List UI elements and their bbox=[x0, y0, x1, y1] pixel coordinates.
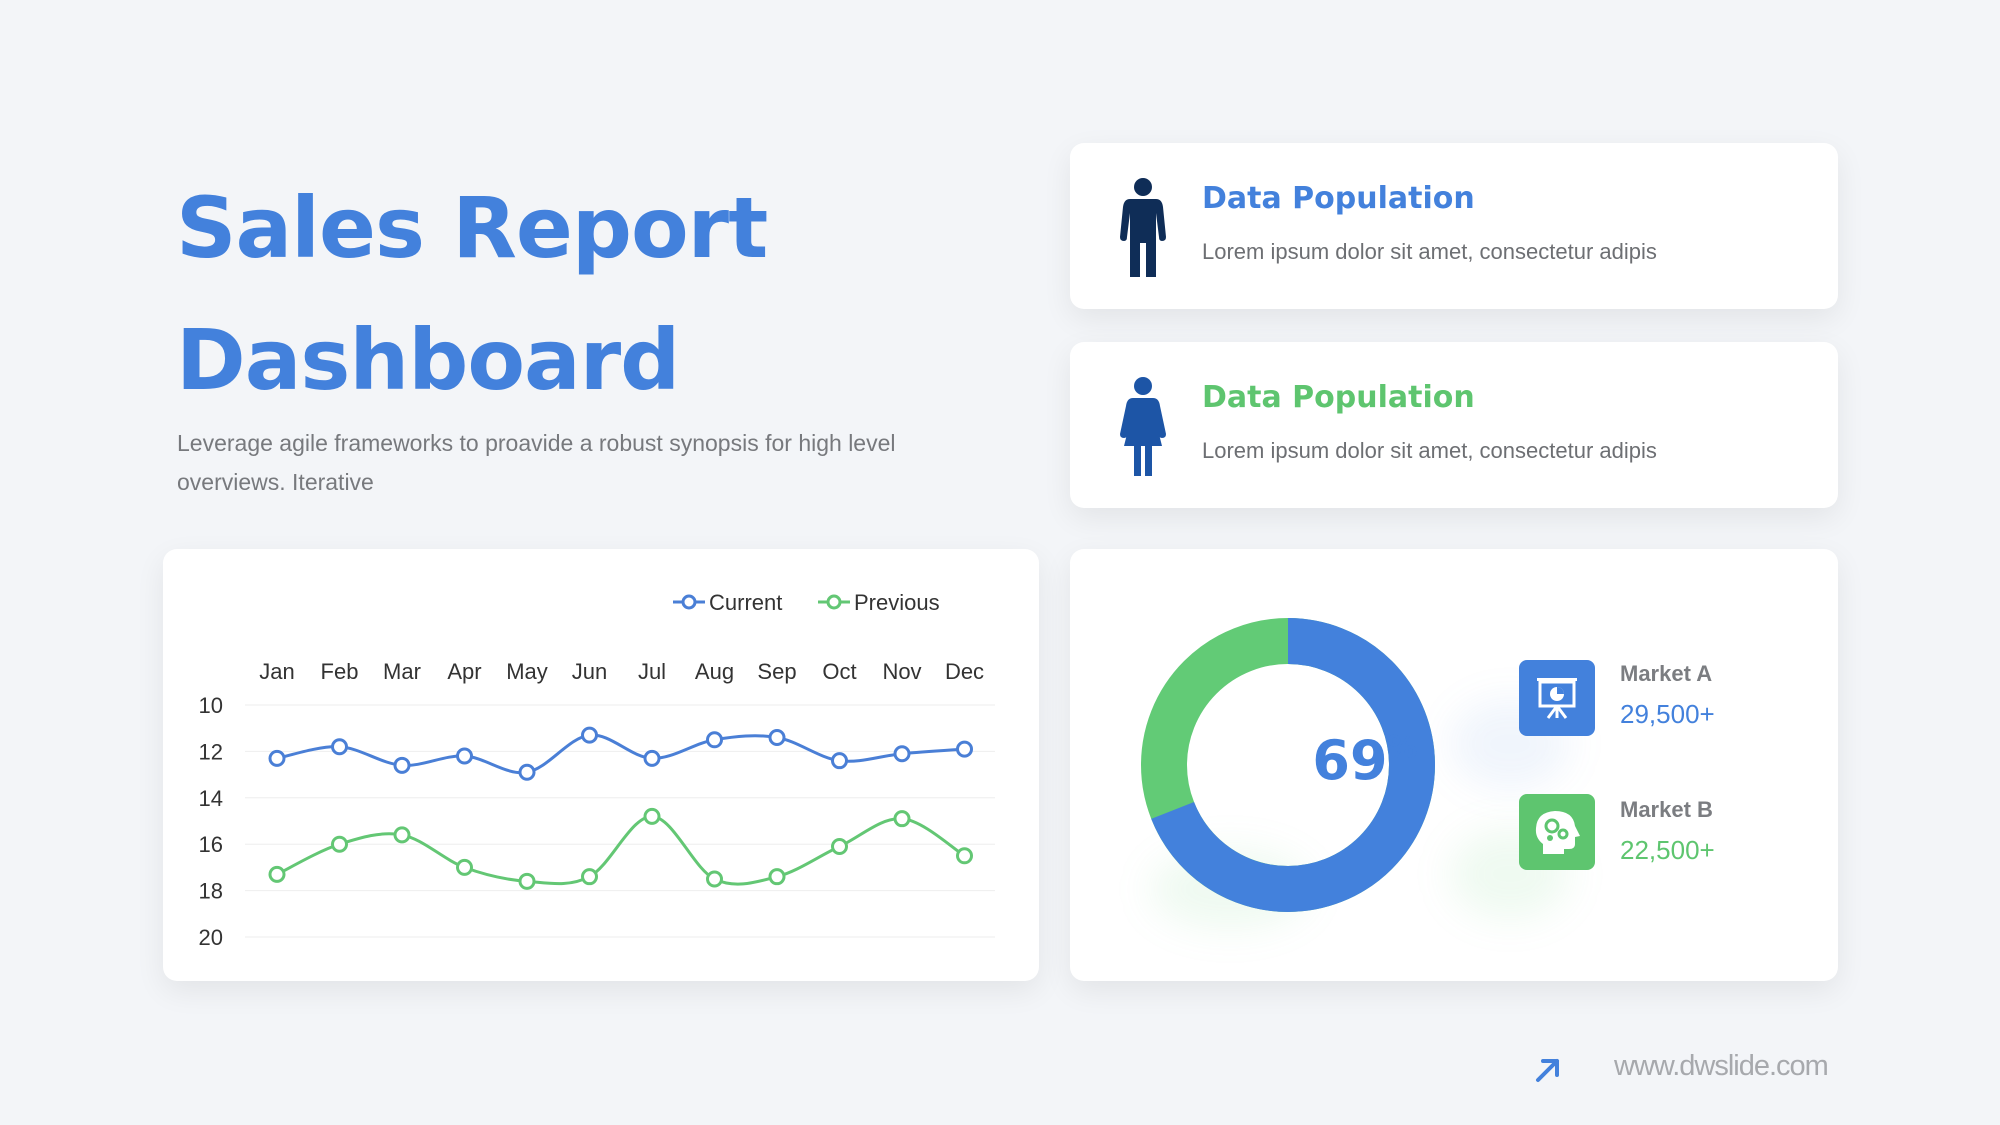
data-point bbox=[893, 745, 911, 763]
donut-percent-symbol: % bbox=[1387, 730, 1418, 765]
title-line-1: Sales Report bbox=[176, 179, 768, 277]
legend-marker bbox=[681, 594, 697, 610]
data-point bbox=[393, 756, 411, 774]
info-card-title: Data Population bbox=[1202, 181, 1475, 216]
data-point bbox=[706, 731, 723, 749]
legend-item: Previous bbox=[818, 590, 940, 615]
market-a-label: Market A bbox=[1620, 661, 1713, 686]
y-tick-label: 14 bbox=[199, 786, 223, 811]
x-tick-label: Dec bbox=[945, 659, 984, 684]
donut-chart bbox=[1141, 618, 1435, 912]
x-tick-label: Apr bbox=[447, 659, 481, 684]
title-line-2: Dashboard bbox=[176, 311, 680, 409]
page-subtitle: Leverage agile frameworks to proavide a … bbox=[177, 430, 896, 495]
x-axis-labels: Jan Feb Mar Apr May Jun Jul Aug Sep Oct Nov Dec bbox=[259, 659, 984, 684]
arrow-up-right-icon bbox=[1536, 1059, 1559, 1082]
data-point bbox=[706, 870, 723, 888]
info-card-text: Lorem ipsum dolor sit amet, consectetur … bbox=[1202, 438, 1657, 463]
series-previous bbox=[268, 807, 973, 890]
line-chart-card: Current Previous Jan Feb Mar Apr May Jun Jul Aug… bbox=[163, 549, 1039, 981]
info-card-text: Lorem ipsum dolor sit amet, consectetur … bbox=[1202, 239, 1657, 264]
legend-label: Current bbox=[709, 590, 782, 615]
y-tick-label: 18 bbox=[199, 879, 223, 904]
male-person-icon bbox=[1120, 178, 1166, 277]
data-point bbox=[268, 749, 286, 767]
data-point bbox=[893, 810, 911, 828]
footer-url[interactable]: www.dwslide.com bbox=[1614, 1050, 1829, 1082]
legend-marker bbox=[826, 594, 842, 610]
data-point bbox=[581, 868, 598, 886]
legend-item: Current bbox=[673, 590, 782, 615]
data-point bbox=[831, 752, 848, 770]
series-layer bbox=[268, 726, 973, 890]
market-a-icon-box bbox=[1519, 660, 1595, 736]
page-title: Sales Report Dashboard bbox=[176, 162, 768, 426]
data-point bbox=[956, 847, 973, 865]
market-b-label: Market B bbox=[1620, 797, 1713, 822]
y-tick-label: 12 bbox=[199, 739, 223, 764]
market-b-value: 22,500+ bbox=[1620, 835, 1715, 865]
x-tick-label: Sep bbox=[757, 659, 796, 684]
data-point bbox=[518, 872, 536, 890]
data-point bbox=[581, 726, 598, 744]
y-tick-label: 10 bbox=[199, 693, 223, 718]
series-line bbox=[276, 733, 965, 775]
data-point bbox=[768, 868, 786, 886]
info-card-title: Data Population bbox=[1202, 380, 1475, 415]
head-gears-icon bbox=[1535, 811, 1580, 854]
y-axis-labels: 10 12 14 16 18 20 bbox=[199, 693, 223, 950]
x-tick-label: Jan bbox=[259, 659, 294, 684]
info-card-female: Data Population Lorem ipsum dolor sit am… bbox=[1070, 342, 1838, 508]
female-person-icon bbox=[1120, 377, 1166, 476]
info-card-male: Data Population Lorem ipsum dolor sit am… bbox=[1070, 143, 1838, 309]
data-point bbox=[643, 749, 661, 767]
data-point bbox=[456, 858, 473, 876]
x-tick-label: Aug bbox=[695, 659, 734, 684]
data-point bbox=[331, 738, 348, 756]
data-point bbox=[456, 747, 473, 765]
x-tick-label: Nov bbox=[882, 659, 921, 684]
chart-legend: Current Previous bbox=[673, 590, 940, 615]
data-point bbox=[643, 807, 661, 825]
data-point bbox=[956, 740, 973, 758]
line-chart: Current Previous Jan Feb Mar Apr May Jun Jul Aug… bbox=[199, 590, 995, 950]
series-current bbox=[268, 726, 973, 781]
x-tick-label: Mar bbox=[383, 659, 421, 684]
data-point bbox=[768, 728, 786, 746]
donut-percent-value: 69 bbox=[1312, 729, 1388, 792]
legend-label: Previous bbox=[854, 590, 940, 615]
market-b-icon-box bbox=[1519, 794, 1595, 870]
x-tick-label: Jul bbox=[638, 659, 666, 684]
data-point bbox=[831, 838, 848, 856]
y-tick-label: 20 bbox=[199, 925, 223, 950]
market-a-value: 29,500+ bbox=[1620, 699, 1715, 729]
data-point bbox=[331, 835, 348, 853]
x-tick-label: Feb bbox=[321, 659, 359, 684]
data-point bbox=[393, 826, 411, 844]
donut-card: 69% Market A 29,500+ Market B 22,500+ bbox=[1070, 549, 1838, 981]
series-line bbox=[276, 814, 966, 886]
data-point bbox=[518, 763, 536, 781]
y-tick-label: 16 bbox=[199, 832, 223, 857]
data-point bbox=[268, 865, 286, 883]
x-tick-label: May bbox=[506, 659, 548, 684]
x-tick-label: Jun bbox=[572, 659, 607, 684]
x-tick-label: Oct bbox=[822, 659, 856, 684]
presentation-chart-icon bbox=[1537, 678, 1577, 719]
donut-value-segment bbox=[1141, 618, 1435, 912]
donut-percent-label: 69% bbox=[1245, 729, 1485, 792]
